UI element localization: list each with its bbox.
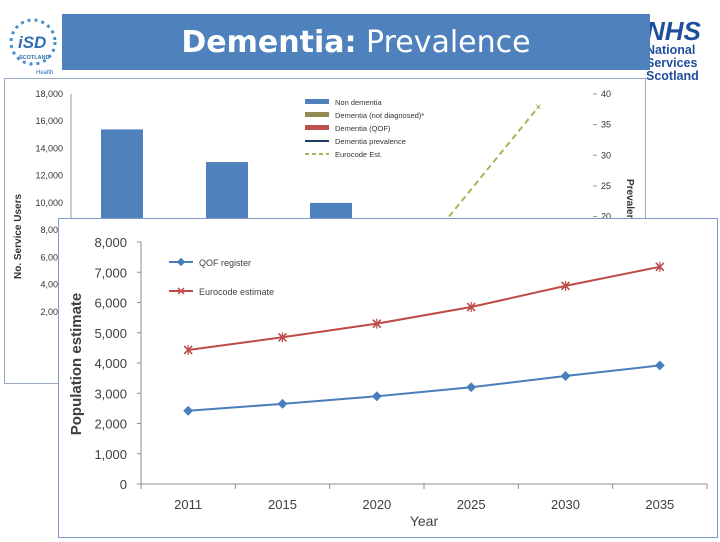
bg-legend-label: Eurocode Est.	[335, 150, 382, 159]
bg-eurocode-est-marker: ×	[535, 101, 541, 113]
fg-legend-label-eurocode: Eurocode estimate	[199, 287, 274, 297]
bg-y-tick-label: 2,000	[40, 307, 63, 317]
fg-x-tick-label: 2025	[457, 497, 486, 512]
fg-x-tick-label: 2035	[645, 497, 674, 512]
slide-title-rest: Prevalence	[356, 24, 531, 60]
bg-legend-swatch	[305, 99, 329, 104]
fg-point-eurocode	[372, 318, 382, 329]
bg-y2-tick-label: 20	[601, 212, 611, 222]
fg-point-qof	[183, 405, 194, 416]
bg-y2-tick-label: 30	[601, 150, 611, 160]
isd-scotland-logo: iSD SCOTLAND Health	[6, 12, 64, 76]
fg-x-tick-label: 2015	[268, 497, 297, 512]
bg-y-axis-title: No. Service Users	[13, 194, 24, 279]
bg-y2-tick-label: 25	[601, 181, 611, 191]
bg-y-tick-label: 12,000	[35, 171, 63, 181]
bg-legend-swatch	[305, 112, 329, 117]
fg-point-qof	[277, 398, 288, 409]
fg-y-tick-label: 4,000	[94, 356, 127, 371]
fg-point-eurocode	[277, 332, 288, 343]
fg-point-eurocode	[655, 261, 665, 272]
fg-x-tick-label: 2030	[551, 497, 580, 512]
nhs-national-services-scotland-logo: NHS National Services Scotland	[646, 18, 718, 98]
bg-y-tick-label: 6,000	[40, 252, 63, 262]
nhs-line-3: Scotland	[646, 69, 699, 83]
fg-x-tick-label: 2011	[174, 497, 202, 512]
isd-logo-graphic: iSD SCOTLAND Health	[9, 18, 57, 76]
bg-y-tick-label: 8,000	[40, 225, 63, 235]
bg-legend-label: Dementia prevalence	[335, 137, 406, 146]
nhs-line-1: National	[646, 43, 696, 57]
slide-title-bold: Dementia:	[181, 24, 357, 60]
bg-y-tick-label: 4,000	[40, 280, 63, 290]
fg-x-tick-label: 2020	[362, 497, 391, 512]
fg-point-eurocode	[560, 280, 571, 291]
fg-series-line-eurocode	[188, 265, 661, 351]
slide-title-bar: Dementia: Prevalence	[62, 14, 650, 70]
fg-series-line-qof	[188, 364, 660, 412]
bg-y2-axis-title: Prevalence	[624, 179, 635, 232]
fg-y-tick-label: 5,000	[94, 326, 127, 341]
fg-y-tick-label: 0	[120, 477, 127, 492]
fg-y-tick-label: 8,000	[94, 235, 127, 250]
bg-eurocode-est-line	[448, 105, 540, 218]
nhs-badge: NHS	[646, 16, 701, 46]
fg-y-tick-label: 2,000	[94, 417, 127, 432]
bg-legend-label: Dementia (not diagnosed)*	[335, 111, 424, 120]
fg-point-qof	[560, 371, 571, 381]
bg-y-tick-label: 14,000	[35, 143, 63, 153]
fg-legend-label-qof: QOF register	[199, 258, 251, 268]
population-estimate-chart-svg: 0 1,000 2,000 3,000 4,000 5,000 6,000 7,000 8,00…	[68, 235, 708, 529]
fg-y-axis-title: Population estimate	[68, 293, 85, 436]
fg-y-tick-label: 7,000	[94, 265, 127, 280]
fg-x-axis-title: Year	[410, 513, 439, 529]
fg-point-qof	[654, 360, 665, 371]
isd-logo-text: iSD	[18, 33, 46, 52]
fg-point-qof	[466, 382, 477, 393]
fg-y-tick-label: 6,000	[94, 296, 127, 311]
isd-logo-sub: SCOTLAND	[19, 55, 50, 61]
bg-y2-tick-label: 40	[601, 89, 611, 99]
bg-y2-tick-label: 35	[601, 120, 611, 130]
bg-y-tick-label: 16,000	[35, 116, 63, 126]
fg-legend-marker-qof	[176, 257, 186, 267]
bg-y-tick-label: 18,000	[35, 89, 63, 99]
bg-legend-label: Dementia (QOF)	[335, 124, 391, 133]
fg-legend-marker-eurocode	[177, 287, 185, 295]
nhs-line-2: Services	[646, 56, 698, 70]
fg-point-eurocode	[466, 302, 476, 313]
isd-logo-extra: Health	[36, 70, 53, 76]
bg-y-tick-label: 10,000	[35, 198, 63, 208]
slide-title: Dementia: Prevalence	[181, 25, 530, 60]
fg-point-qof	[371, 391, 382, 402]
fg-y-tick-label: 1,000	[94, 447, 127, 462]
fg-point-eurocode	[183, 344, 193, 355]
bg-legend-swatch	[305, 125, 329, 130]
bg-legend-label: Non dementia	[335, 98, 383, 107]
fg-y-tick-label: 3,000	[94, 386, 127, 401]
population-estimate-chart: 0 1,000 2,000 3,000 4,000 5,000 6,000 7,000 8,00…	[58, 218, 718, 538]
